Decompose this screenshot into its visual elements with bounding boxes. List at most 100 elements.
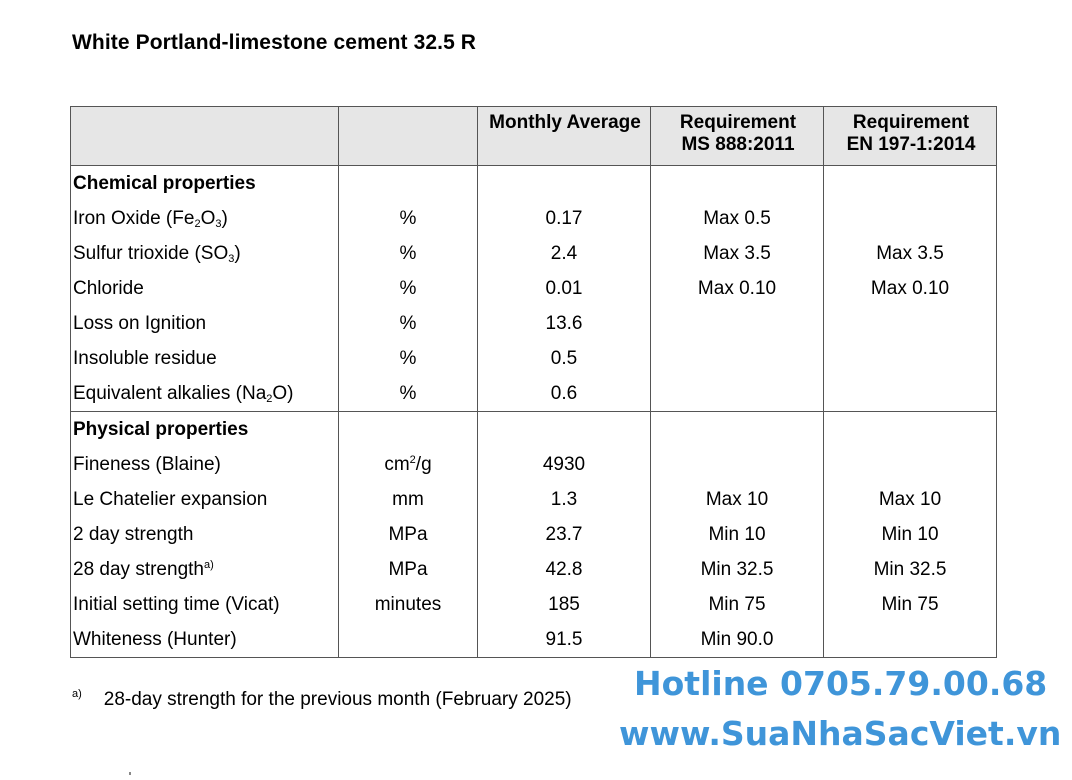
- name-text: Insoluble residue: [73, 347, 217, 369]
- property-name: Whiteness (Hunter): [70, 622, 339, 658]
- empty-cell: [650, 165, 824, 201]
- header-requirement-en: Requirement EN 197-1:2014: [823, 106, 997, 166]
- monthly-average-cell: 1.3: [477, 482, 651, 517]
- unit-cell: %: [338, 376, 478, 412]
- requirement-ms-cell: Max 0.5: [650, 201, 824, 236]
- table-row: Fineness (Blaine) cm2/g 4930: [70, 447, 997, 482]
- property-name: 28 day strengtha): [70, 552, 339, 587]
- empty-cell: [823, 411, 997, 447]
- section-label: Physical properties: [70, 411, 339, 447]
- requirement-ms-cell: Min 32.5: [650, 552, 824, 587]
- requirement-en-cell: Max 10: [823, 482, 997, 517]
- subscript: 3: [228, 252, 235, 265]
- monthly-average-cell: 4930: [477, 447, 651, 482]
- unit-cell: minutes: [338, 587, 478, 622]
- requirement-ms-cell: Max 0.10: [650, 271, 824, 306]
- property-name: Chloride: [70, 271, 339, 306]
- name-text: Sulfur trioxide (SO: [73, 242, 229, 264]
- requirement-en-cell: [823, 447, 997, 482]
- unit-text: /g: [415, 453, 432, 475]
- table-row: Loss on Ignition% 13.6: [70, 306, 997, 341]
- subscript: 3: [215, 217, 222, 230]
- watermark-hotline: Hotline 0705.79.00.68: [634, 664, 1048, 703]
- footnote-text: 28-day strength for the previous month (…: [103, 689, 572, 710]
- monthly-average-cell: 0.5: [477, 341, 651, 376]
- document-title: White Portland-limestone cement 32.5 R: [72, 31, 477, 54]
- header-requirement-ms: Requirement MS 888:2011: [650, 106, 824, 166]
- requirement-en-cell: [823, 201, 997, 236]
- name-text: 2 day strength: [73, 523, 194, 545]
- empty-cell: [650, 411, 824, 447]
- requirement-en-cell: [823, 622, 997, 658]
- requirement-ms-cell: Min 90.0: [650, 622, 824, 658]
- name-text: Le Chatelier expansion: [73, 488, 268, 510]
- empty-cell: [477, 165, 651, 201]
- monthly-average-cell: 23.7: [477, 517, 651, 552]
- property-name: Initial setting time (Vicat): [70, 587, 339, 622]
- unit-cell: cm2/g: [338, 447, 478, 482]
- requirement-ms-cell: [650, 447, 824, 482]
- table-row: Sulfur trioxide (SO3)% 2.4 Max 3.5 Max 3.5: [70, 236, 997, 271]
- table-row: 2 day strength MPa 23.7 Min 10 Min 10: [70, 517, 997, 552]
- requirement-en-cell: Max 3.5: [823, 236, 997, 271]
- unit-cell: %: [338, 306, 478, 341]
- name-text: Equivalent alkalies (Na: [73, 382, 267, 404]
- name-text: 28 day strength: [73, 558, 204, 580]
- unit-cell: [338, 622, 478, 658]
- requirement-en-cell: Max 0.10: [823, 271, 997, 306]
- table-row: Whiteness (Hunter) 91.5 Min 90.0: [70, 622, 997, 658]
- requirement-ms-cell: [650, 376, 824, 412]
- name-text: Fineness (Blaine): [73, 453, 221, 475]
- subscript: 2: [266, 392, 273, 405]
- requirement-en-cell: [823, 341, 997, 376]
- unit-cell: %: [338, 236, 478, 271]
- table-header-row: Monthly Average Requirement MS 888:2011 …: [70, 106, 997, 166]
- table-row: Chloride% 0.01 Max 0.10 Max 0.10: [70, 271, 997, 306]
- section-row: Chemical properties: [70, 165, 997, 201]
- unit-cell: %: [338, 271, 478, 306]
- monthly-average-cell: 2.4: [477, 236, 651, 271]
- footnote-ref: a): [203, 558, 214, 571]
- watermark-website: www.SuaNhaSacViet.vn: [619, 714, 1062, 753]
- requirement-ms-cell: Min 75: [650, 587, 824, 622]
- properties-table: Monthly Average Requirement MS 888:2011 …: [70, 106, 997, 658]
- table-row: Equivalent alkalies (Na2O)% 0.6: [70, 376, 997, 412]
- requirement-ms-cell: [650, 306, 824, 341]
- name-text: Initial setting time (Vicat): [73, 593, 280, 615]
- header-unit: [338, 106, 478, 166]
- empty-cell: [823, 165, 997, 201]
- name-text: Iron Oxide (Fe: [73, 207, 195, 229]
- property-name: Equivalent alkalies (Na2O): [70, 376, 339, 412]
- monthly-average-cell: 0.17: [477, 201, 651, 236]
- property-name: Iron Oxide (Fe2O3): [70, 201, 339, 236]
- monthly-average-cell: 0.6: [477, 376, 651, 412]
- header-monthly-average: Monthly Average: [477, 106, 651, 166]
- section-label: Chemical properties: [70, 165, 339, 201]
- monthly-average-cell: 0.01: [477, 271, 651, 306]
- empty-cell: [477, 411, 651, 447]
- requirement-en-cell: [823, 306, 997, 341]
- requirement-ms-cell: Max 3.5: [650, 236, 824, 271]
- table-row: Iron Oxide (Fe2O3)% 0.17 Max 0.5: [70, 201, 997, 236]
- requirement-en-cell: [823, 376, 997, 412]
- name-text: O: [200, 207, 216, 229]
- footnote: a) 28-day strength for the previous month…: [72, 688, 572, 711]
- unit-cell: MPa: [338, 552, 478, 587]
- monthly-average-cell: 13.6: [477, 306, 651, 341]
- stray-mark: [129, 772, 131, 775]
- subscript: 2: [194, 217, 201, 230]
- footnote-mark: a): [72, 688, 82, 700]
- name-text: Chloride: [73, 277, 144, 299]
- property-name: Fineness (Blaine): [70, 447, 339, 482]
- superscript: 2: [409, 453, 416, 466]
- monthly-average-cell: 185: [477, 587, 651, 622]
- empty-cell: [338, 411, 478, 447]
- property-name: Insoluble residue: [70, 341, 339, 376]
- requirement-ms-cell: Min 10: [650, 517, 824, 552]
- monthly-average-cell: 91.5: [477, 622, 651, 658]
- property-name: 2 day strength: [70, 517, 339, 552]
- requirement-en-cell: Min 10: [823, 517, 997, 552]
- property-name: Sulfur trioxide (SO3): [70, 236, 339, 271]
- requirement-en-cell: Min 75: [823, 587, 997, 622]
- name-text: O): [272, 382, 294, 404]
